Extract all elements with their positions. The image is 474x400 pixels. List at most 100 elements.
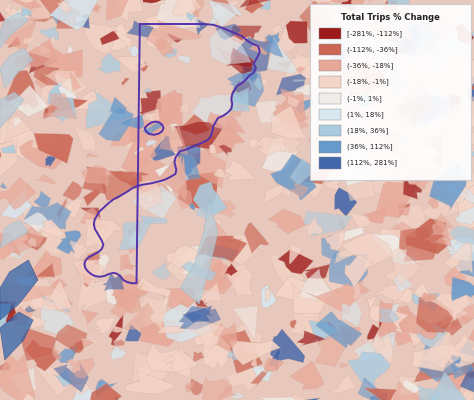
Polygon shape	[157, 326, 185, 333]
Text: [-281%, -112%]: [-281%, -112%]	[347, 30, 402, 37]
Polygon shape	[388, 70, 401, 91]
Polygon shape	[429, 163, 467, 210]
Polygon shape	[219, 234, 258, 265]
Polygon shape	[192, 95, 230, 131]
Polygon shape	[416, 295, 453, 332]
Polygon shape	[274, 398, 320, 400]
Polygon shape	[259, 79, 270, 87]
Polygon shape	[422, 292, 437, 303]
Polygon shape	[159, 126, 188, 154]
Polygon shape	[0, 354, 36, 400]
Polygon shape	[334, 188, 357, 216]
Polygon shape	[388, 380, 430, 400]
Polygon shape	[48, 36, 55, 45]
Polygon shape	[56, 6, 81, 29]
Polygon shape	[262, 143, 299, 173]
Polygon shape	[36, 291, 70, 312]
Polygon shape	[354, 34, 381, 55]
Polygon shape	[150, 136, 175, 162]
Polygon shape	[164, 47, 178, 58]
Polygon shape	[0, 48, 33, 88]
Polygon shape	[134, 146, 145, 155]
Polygon shape	[293, 80, 305, 82]
Polygon shape	[106, 0, 128, 20]
Polygon shape	[156, 0, 200, 28]
Text: (112%, 281%]: (112%, 281%]	[347, 160, 397, 166]
Polygon shape	[372, 233, 404, 257]
Polygon shape	[119, 136, 156, 182]
Polygon shape	[0, 92, 24, 128]
Polygon shape	[19, 140, 67, 169]
Polygon shape	[140, 320, 182, 346]
Polygon shape	[291, 283, 317, 318]
Polygon shape	[6, 8, 34, 32]
Polygon shape	[137, 299, 148, 308]
Polygon shape	[83, 190, 100, 206]
FancyBboxPatch shape	[319, 60, 341, 72]
Polygon shape	[285, 56, 337, 80]
Polygon shape	[293, 287, 329, 314]
Polygon shape	[167, 119, 178, 128]
Polygon shape	[331, 0, 371, 5]
Polygon shape	[37, 43, 53, 56]
Polygon shape	[110, 346, 126, 360]
Polygon shape	[21, 212, 51, 232]
Polygon shape	[137, 277, 172, 297]
Polygon shape	[173, 187, 192, 209]
Polygon shape	[102, 273, 124, 291]
Polygon shape	[277, 61, 292, 70]
Polygon shape	[110, 274, 151, 309]
Polygon shape	[289, 244, 303, 264]
Polygon shape	[265, 287, 273, 301]
Polygon shape	[221, 239, 242, 256]
Polygon shape	[92, 254, 110, 271]
Polygon shape	[462, 130, 474, 151]
Polygon shape	[340, 0, 357, 12]
Polygon shape	[399, 227, 446, 262]
Polygon shape	[403, 180, 422, 199]
Polygon shape	[0, 220, 28, 248]
Polygon shape	[291, 182, 309, 198]
Polygon shape	[405, 44, 443, 69]
Polygon shape	[148, 113, 171, 140]
Polygon shape	[70, 72, 81, 92]
Polygon shape	[329, 252, 368, 287]
Polygon shape	[434, 214, 454, 231]
Polygon shape	[74, 384, 90, 395]
Polygon shape	[239, 0, 280, 8]
Polygon shape	[0, 183, 7, 189]
Polygon shape	[365, 296, 377, 310]
Polygon shape	[0, 362, 11, 371]
Polygon shape	[431, 20, 474, 58]
Polygon shape	[303, 264, 330, 279]
Polygon shape	[350, 213, 371, 228]
Polygon shape	[229, 55, 253, 74]
Polygon shape	[105, 282, 131, 305]
Polygon shape	[382, 39, 391, 50]
Polygon shape	[447, 243, 473, 262]
Polygon shape	[51, 278, 68, 294]
Polygon shape	[0, 232, 20, 260]
Polygon shape	[317, 38, 352, 62]
Polygon shape	[188, 0, 204, 18]
Polygon shape	[208, 245, 238, 260]
Polygon shape	[34, 363, 73, 396]
Polygon shape	[261, 285, 277, 308]
Polygon shape	[471, 81, 474, 90]
Polygon shape	[118, 167, 130, 173]
Polygon shape	[21, 328, 57, 361]
Polygon shape	[63, 181, 82, 201]
Polygon shape	[28, 237, 36, 247]
Polygon shape	[455, 351, 474, 367]
Polygon shape	[393, 273, 412, 291]
Polygon shape	[25, 0, 73, 22]
Polygon shape	[39, 78, 72, 107]
Polygon shape	[162, 167, 181, 187]
Polygon shape	[85, 219, 124, 251]
Polygon shape	[378, 41, 397, 55]
Polygon shape	[449, 93, 462, 108]
Polygon shape	[190, 154, 201, 165]
Polygon shape	[340, 363, 347, 368]
Polygon shape	[309, 320, 337, 342]
Polygon shape	[319, 2, 331, 21]
